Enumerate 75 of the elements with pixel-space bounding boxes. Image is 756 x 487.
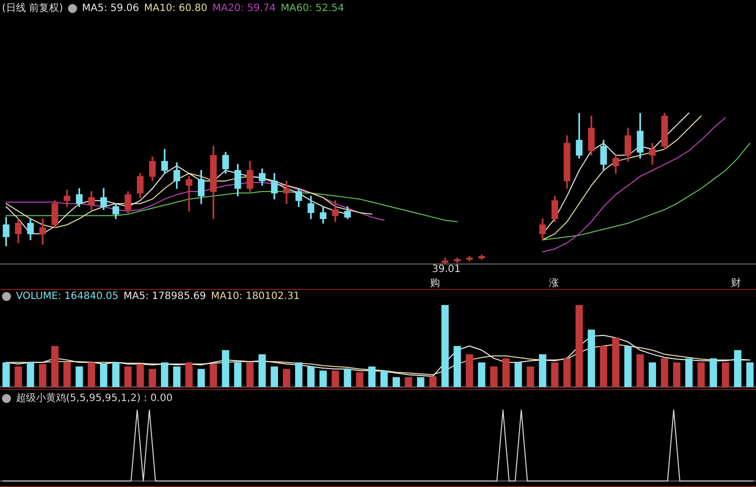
bar [551, 362, 558, 387]
bar [368, 366, 376, 387]
bar [576, 305, 583, 387]
bar [173, 366, 180, 387]
bar [270, 366, 278, 387]
bar [710, 358, 717, 387]
text: MA10: 180102.31 [210, 291, 300, 302]
bar [490, 366, 498, 387]
bar [441, 305, 449, 387]
bar [624, 346, 632, 387]
bar [466, 354, 474, 387]
bar [356, 372, 364, 387]
bar [198, 368, 205, 387]
bar [454, 346, 461, 387]
bar [514, 362, 522, 387]
text: VOLUME: 164840.05 [16, 291, 118, 302]
bar [417, 377, 424, 387]
bar [148, 368, 156, 387]
bar [307, 366, 315, 387]
bar [600, 346, 608, 387]
bar [588, 330, 596, 387]
text: 购 [430, 277, 440, 290]
bar [319, 370, 327, 387]
bar [26, 362, 34, 387]
bar [380, 370, 388, 387]
text: MA10: 60.80 [144, 2, 208, 14]
bar [538, 354, 546, 387]
bar [660, 358, 668, 387]
bar [76, 366, 83, 387]
bar [478, 362, 486, 387]
text: MA5: 59.06 [82, 2, 139, 14]
bar [697, 362, 705, 387]
chart-title: (日线 前复权) [2, 2, 63, 15]
bar [673, 362, 680, 387]
bar [648, 362, 656, 387]
bar [746, 362, 754, 387]
bar [39, 364, 46, 387]
bar [88, 362, 96, 387]
bar [100, 364, 108, 387]
bar [160, 362, 168, 387]
bar [502, 358, 510, 387]
bar [234, 362, 242, 387]
bar [2, 362, 10, 387]
bar [246, 362, 254, 387]
bar [63, 362, 71, 387]
bar [222, 350, 230, 387]
bar [404, 377, 412, 387]
bar [14, 366, 22, 387]
bar [392, 377, 400, 387]
bar [734, 350, 742, 387]
bar [636, 354, 644, 387]
bar [612, 338, 620, 387]
bar [526, 366, 534, 387]
bar [112, 362, 120, 387]
bar [429, 376, 437, 387]
bar [258, 354, 266, 387]
bar [124, 366, 132, 387]
bar [722, 362, 730, 387]
bar [563, 358, 571, 387]
bar [332, 370, 339, 387]
bar [136, 364, 144, 387]
bar [685, 358, 693, 387]
bar [210, 364, 218, 387]
text: 超级小黄鸡(5,5,95,95,1,2) : 0.00 [16, 392, 173, 405]
text: 涨 [549, 276, 559, 290]
bar [344, 368, 352, 387]
bar [282, 368, 290, 387]
bar [185, 362, 193, 387]
text: MA60: 52.54 [280, 2, 344, 14]
bar [51, 346, 59, 387]
text: MA20: 59.74 [212, 2, 276, 14]
annotation: 39.01 [432, 264, 461, 275]
text: MA5: 178985.69 [124, 291, 206, 302]
bar [295, 362, 302, 387]
text: 财 [731, 276, 741, 290]
